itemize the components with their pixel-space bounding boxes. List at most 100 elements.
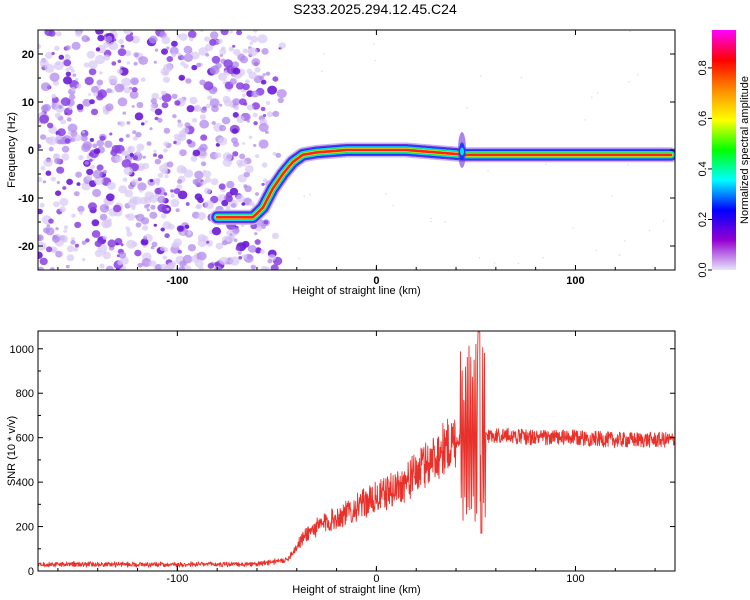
y-tick-label: 200 [16,522,34,534]
noise-blob [46,224,51,228]
noise-blob [160,246,166,252]
noise-blob [257,34,268,44]
noise-blob [259,249,265,254]
noise-blob [43,158,53,167]
noise-blob [107,239,117,248]
noise-blob [217,38,223,44]
noise-blob [228,199,238,208]
noise-blob [249,201,255,207]
noise-blob [254,232,258,236]
noise-blob [239,159,248,167]
noise-blob [161,93,172,103]
noise-blob [88,202,97,211]
noise-blob [88,68,97,76]
noise-blob [53,201,60,208]
noise-blob [133,52,139,58]
colorbar-tick-label: 0.0 [697,262,709,277]
noise-blob [272,151,277,156]
noise-blob [246,35,252,40]
noise-blob [148,35,158,44]
colorbar-tick-label: 0.2 [697,212,709,227]
noise-blob [200,134,208,141]
x-tick-label: -100 [166,275,188,287]
noise-blob [220,30,229,36]
colorbar-tick-label: 0.4 [697,161,709,176]
noise-blob [118,185,128,194]
noise-blob [197,197,204,203]
noise-blob [226,180,235,189]
noise-blob [114,155,123,163]
noise-blob [243,102,248,106]
noise-blob [92,143,98,148]
noise-blob [151,92,160,100]
noise-blob [179,136,183,140]
noise-blob [55,227,59,231]
noise-blob [264,266,270,270]
noise-blob [58,105,63,109]
noise-blob [51,93,57,99]
noise-blob [58,54,65,60]
noise-blob [206,240,210,244]
noise-blob [204,36,211,42]
noise-blob [61,153,70,161]
noise-blob [170,189,174,193]
noise-field [38,30,665,270]
noise-blob [572,227,574,229]
x-tick-label: 100 [566,573,584,585]
noise-blob [39,59,49,68]
noise-blob [212,65,219,71]
noise-blob [91,230,101,238]
noise-blob [81,35,90,43]
noise-blob [241,202,246,206]
noise-blob [68,106,73,110]
noise-blob [170,193,175,198]
y-tick-label: -10 [18,193,34,205]
noise-blob [61,145,70,153]
noise-blob [62,186,67,190]
noise-blob [153,60,157,64]
noise-blob [168,262,175,269]
noise-blob [150,98,157,104]
noise-blob [124,50,132,57]
noise-blob [156,178,161,183]
noise-blob [183,63,189,69]
noise-blob [542,256,544,259]
noise-blob [265,71,271,76]
noise-blob [171,93,178,100]
noise-blob [133,61,138,66]
noise-blob [192,178,199,185]
noise-blob [430,217,432,220]
noise-blob [76,103,84,110]
colorbar-label: Normalized spectral amplitude [739,76,750,224]
noise-blob [204,200,214,209]
noise-blob [118,251,127,259]
noise-blob [146,203,151,207]
noise-blob [236,82,244,90]
noise-blob [48,146,54,152]
noise-blob [173,140,177,145]
noise-blob [51,51,55,56]
noise-blob [140,217,150,225]
colorbar [712,30,736,270]
noise-blob [157,117,163,123]
noise-blob [38,266,44,270]
noise-blob [122,111,127,115]
noise-blob [248,135,253,139]
noise-blob [169,46,179,55]
noise-blob [89,99,95,105]
noise-blob [229,256,240,266]
noise-blob [82,257,86,262]
noise-blob [278,42,286,49]
noise-blob [131,179,139,186]
noise-blob [430,220,433,223]
noise-blob [223,59,233,69]
noise-blob [166,161,174,168]
noise-blob [91,219,100,227]
noise-blob [233,141,240,147]
snr-series [38,331,675,568]
noise-blob [126,239,137,249]
noise-blob [242,48,249,54]
noise-blob [123,30,132,35]
noise-blob [154,263,163,270]
noise-blob [265,101,271,105]
